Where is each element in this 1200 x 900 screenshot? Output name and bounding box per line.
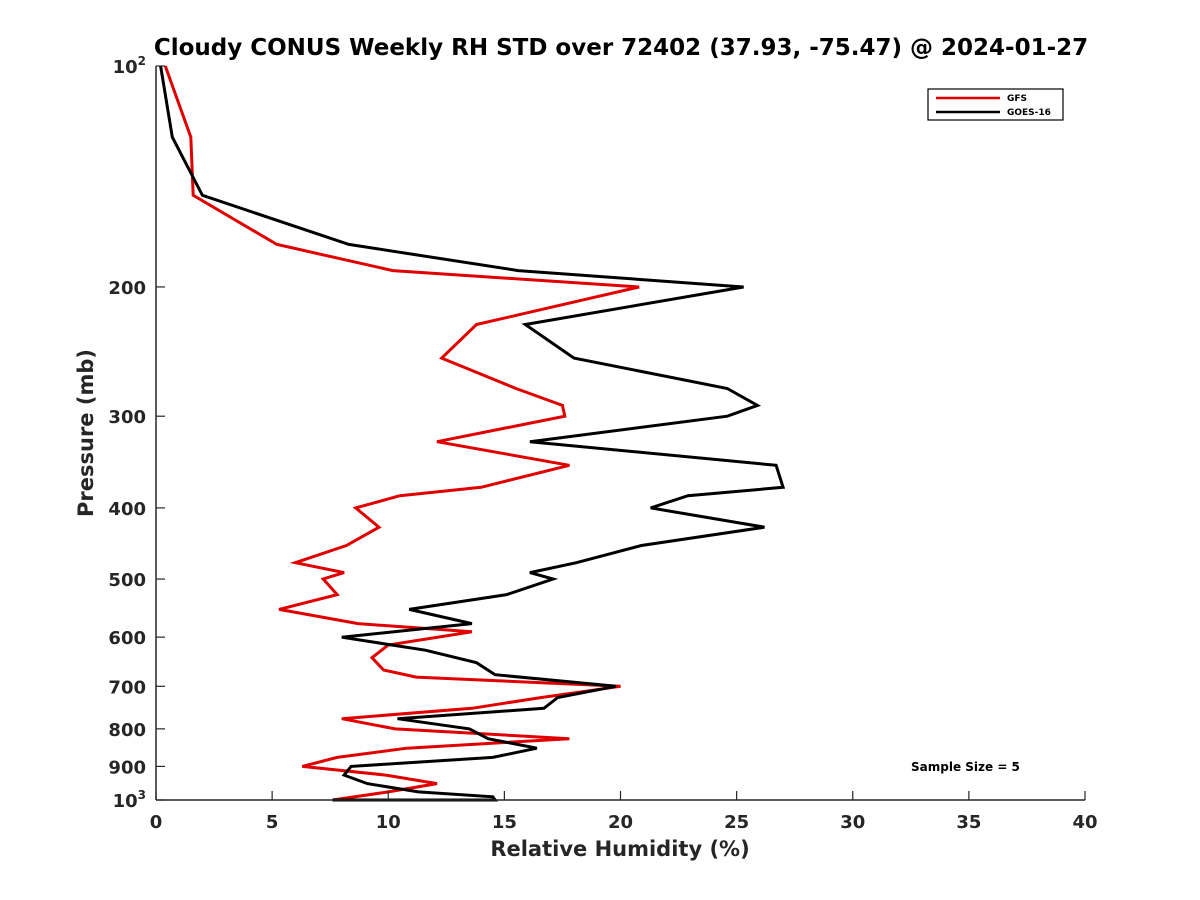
- y-axis-label: Pressure (mb): [74, 349, 98, 517]
- y-tick-label: 103: [113, 788, 146, 812]
- x-tick-label: 40: [1072, 812, 1097, 833]
- x-tick-label: 5: [266, 812, 279, 833]
- y-tick-label: 800: [108, 720, 146, 741]
- series-line-gfs: [163, 65, 640, 802]
- y-tick-label: 500: [108, 570, 146, 591]
- y-ticks: 102 200 300 400 500 600 700 800 900 103: [108, 54, 165, 812]
- legend-label: GFS: [1007, 94, 1027, 104]
- y-tick-label: 400: [108, 499, 146, 520]
- x-tick-label: 20: [608, 812, 633, 833]
- series-layer: [159, 65, 786, 802]
- x-tick-label: 10: [376, 812, 401, 833]
- x-tick-label: 25: [724, 812, 749, 833]
- chart-title: Cloudy CONUS Weekly RH STD over 72402 (3…: [154, 35, 1088, 61]
- x-tick-label: 30: [840, 812, 865, 833]
- series-line-goes-16: [159, 65, 786, 802]
- legend-label: GOES-16: [1007, 108, 1051, 118]
- y-tick-label: 600: [108, 628, 146, 649]
- x-ticks: 0 5 10 15 20 25 30 35 40: [150, 791, 1098, 833]
- x-tick-label: 35: [956, 812, 981, 833]
- y-tick-label: 700: [108, 677, 146, 698]
- plot-area: 0 5 10 15 20 25 30 35 40 102 200 300 400 500 600 700 80…: [108, 54, 1097, 833]
- y-tick-label: 102: [113, 54, 146, 78]
- y-tick-label: 300: [108, 407, 146, 428]
- x-tick-label: 15: [492, 812, 517, 833]
- legend-box: [927, 88, 1064, 121]
- x-tick-label: 0: [150, 812, 163, 833]
- y-tick-label: 200: [108, 278, 146, 299]
- x-axis-label: Relative Humidity (%): [490, 837, 749, 861]
- sample-size-annotation: Sample Size = 5: [911, 760, 1020, 774]
- legend: GFS GOES-16: [927, 88, 1064, 121]
- y-tick-label: 900: [108, 757, 146, 778]
